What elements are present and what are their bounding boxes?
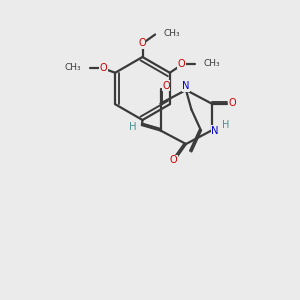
Text: H: H: [222, 120, 230, 130]
Text: N: N: [211, 125, 219, 136]
Text: O: O: [99, 63, 107, 73]
Text: CH₃: CH₃: [203, 59, 220, 68]
Text: O: O: [138, 38, 146, 48]
Text: O: O: [169, 155, 177, 165]
Text: H: H: [128, 122, 136, 132]
Text: O: O: [229, 98, 236, 109]
Text: CH₃: CH₃: [163, 28, 180, 38]
Text: O: O: [178, 59, 186, 69]
Text: N: N: [182, 81, 190, 92]
Text: CH₃: CH₃: [65, 63, 82, 72]
Text: O: O: [162, 80, 170, 91]
